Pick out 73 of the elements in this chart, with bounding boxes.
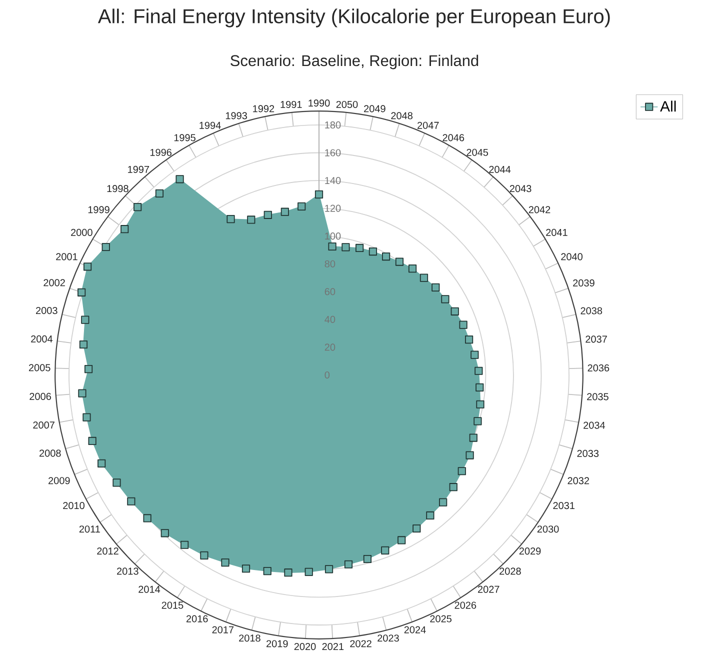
spoke-label: 1998 [107,185,128,192]
y-tick-label: 40 [324,316,336,323]
spoke-label: 2016 [186,615,208,622]
y-tick-label: 0 [324,371,330,379]
spoke-label: 1992 [253,105,274,112]
spoke-label: 2024 [404,626,426,634]
spoke-label: 2012 [97,548,118,555]
spoke-label: 2019 [266,640,288,648]
spoke-label: 2015 [162,602,184,609]
spoke-label: 2030 [537,526,559,533]
spoke-label: 1996 [150,148,172,156]
spoke-label: 2042 [528,206,550,214]
legend-label: All [660,100,676,112]
spoke-label: 2046 [442,134,464,142]
spoke-label: 2039 [573,279,594,286]
spoke-label: 2001 [56,253,78,260]
spoke-label: 1994 [200,122,221,129]
spoke-label: 2000 [71,228,92,236]
spoke-label: 2028 [500,568,521,575]
spoke-label: 2026 [454,602,476,609]
spoke-label: 2009 [48,477,70,484]
spoke-label: 2005 [28,364,50,372]
spoke-label: 2049 [364,105,386,112]
spoke-label: 1999 [88,206,110,214]
spoke-label: 2033 [577,450,599,457]
spoke-label: 2036 [588,364,610,372]
spoke-label: 2022 [350,640,372,648]
spoke-label: 2037 [586,336,607,343]
y-tick-label: 80 [324,260,336,268]
spoke-label: 2004 [31,335,53,342]
spoke-label: 2027 [478,586,500,593]
spoke-label: 2029 [519,548,541,555]
spoke-label: 2035 [587,393,608,400]
spoke-label: 2032 [568,477,590,484]
spoke-label: 2008 [40,450,61,457]
spoke-label: 2014 [138,586,160,593]
spoke-label: 2045 [466,148,488,156]
spoke-label: 2002 [44,279,65,286]
spoke-label: 2013 [117,568,138,575]
spoke-label: 2020 [294,643,316,650]
spoke-label: 1995 [174,134,196,142]
spoke-label: 2017 [212,626,234,634]
spoke-label: 2018 [239,634,260,642]
y-tick-label: 20 [324,344,336,351]
spoke-label: 2011 [79,526,100,533]
spoke-label: 2041 [546,228,568,236]
spoke-label: 2050 [336,100,358,108]
spoke-label: 1990 [308,100,330,107]
spoke-label: 2040 [561,253,583,260]
spoke-label: 2034 [584,422,606,429]
y-tick-label: 140 [325,176,341,184]
chart-title: All: Final Energy Intensity (Kilocalorie per European Euro) [98,8,610,28]
spoke-label: 2025 [430,615,452,622]
spoke-label: 2048 [391,112,412,120]
chart-subtitle: Scenario: Baseline, Region: Finland [230,54,478,70]
spoke-label: 2038 [580,307,602,314]
spoke-label: 1997 [128,166,150,173]
y-tick-label: 120 [325,204,341,212]
y-tick-label: 60 [324,288,336,296]
spoke-label: 2003 [36,307,58,314]
spoke-label: 2006 [30,392,51,400]
spoke-label: 2044 [489,166,511,173]
spoke-label: 1993 [226,112,247,120]
spoke-label: 2043 [510,185,532,192]
y-tick-label: 160 [325,149,341,156]
spoke-label: 2007 [33,422,54,429]
spoke-label: 1991 [280,100,302,108]
spoke-label: 2031 [553,502,574,510]
spoke-label: 2023 [378,634,399,642]
spoke-label: 2021 [322,643,344,650]
spoke-label: 2047 [418,122,439,129]
spoke-label: 2010 [63,502,84,510]
y-tick-label: 180 [325,121,341,129]
